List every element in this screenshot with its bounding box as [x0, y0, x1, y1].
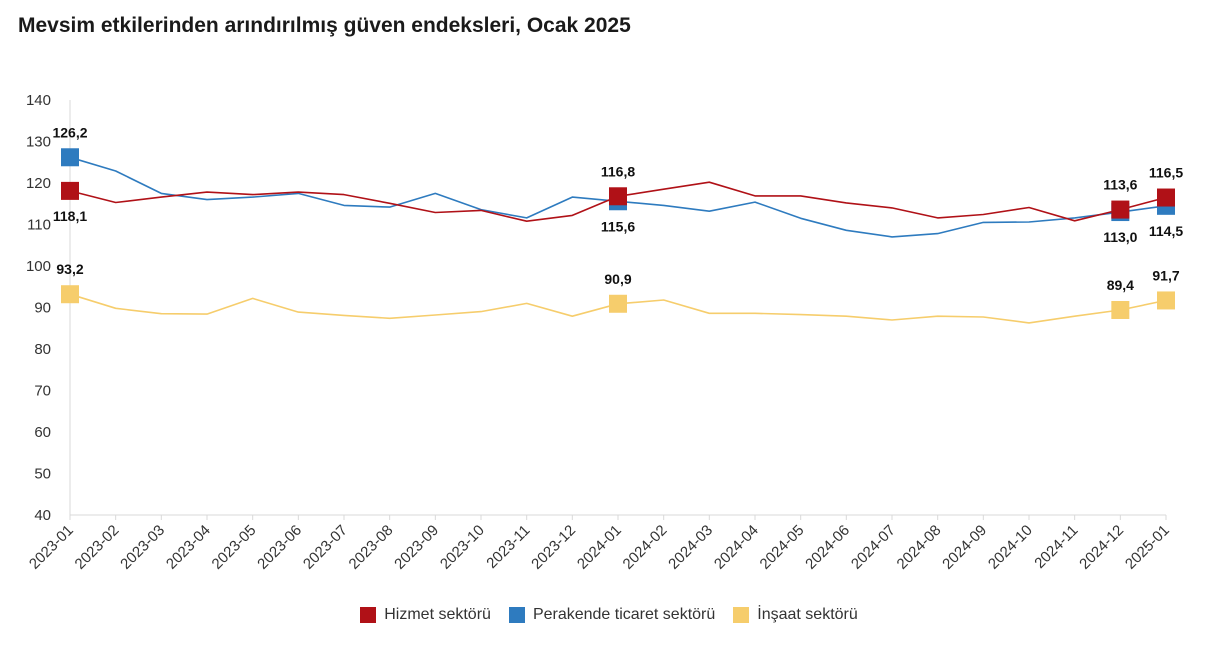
data-label: 89,4	[1107, 277, 1134, 293]
data-label: 90,9	[604, 271, 631, 287]
data-label: 114,5	[1149, 223, 1183, 239]
series-marker-0	[1157, 188, 1175, 207]
y-tick-label: 120	[26, 175, 51, 192]
x-tick-label: 2024-08	[894, 522, 945, 573]
series-marker-0	[1111, 200, 1130, 219]
data-label: 116,5	[1149, 165, 1183, 181]
data-label: 91,7	[1152, 267, 1179, 283]
y-tick-label: 70	[34, 383, 51, 400]
y-tick-label: 50	[34, 466, 51, 483]
legend-label: İnşaat sektörü	[757, 606, 858, 623]
series-marker-2	[1157, 291, 1175, 310]
x-tick-label: 2023-11	[483, 522, 533, 572]
x-tick-label: 2023-03	[117, 522, 168, 573]
x-tick-label: 2023-06	[254, 522, 305, 573]
y-tick-label: 60	[34, 424, 51, 441]
data-label: 93,2	[56, 261, 83, 277]
x-tick-label: 2025-01	[1122, 522, 1173, 573]
series-marker-0	[609, 187, 627, 206]
legend-swatch	[733, 607, 750, 623]
data-label: 116,8	[601, 163, 635, 179]
x-tick-label: 2023-05	[209, 522, 260, 573]
x-tick-label: 2024-06	[802, 522, 853, 573]
legend-item[interactable]: İnşaat sektörü	[733, 606, 858, 624]
data-label: 115,6	[601, 218, 635, 234]
x-tick-label: 2024-04	[711, 522, 762, 573]
x-tick-label: 2024-12	[1076, 522, 1127, 573]
legend-swatch	[508, 607, 525, 623]
line-chart: 1401301201101009080706050402023-012023-0…	[26, 92, 1183, 573]
y-tick-label: 90	[34, 300, 51, 317]
y-tick-label: 110	[27, 217, 51, 234]
series-marker-1	[61, 148, 79, 167]
x-tick-label: 2023-01	[26, 522, 77, 573]
y-tick-label: 130	[26, 134, 51, 151]
legend-label: Hizmet sektörü	[384, 606, 491, 623]
y-tick-label: 80	[34, 341, 51, 358]
legend-item[interactable]: Hizmet sektörü	[360, 606, 491, 624]
legend: Hizmet sektörü Perakende ticaret sektörü İ…	[0, 606, 1218, 624]
x-tick-label: 2024-05	[757, 522, 808, 573]
x-tick-label: 2023-08	[346, 522, 397, 573]
x-tick-label: 2023-10	[437, 522, 488, 573]
legend-swatch	[360, 607, 377, 623]
y-tick-label: 100	[26, 258, 51, 275]
x-tick-label: 2024-09	[939, 522, 990, 573]
chart-title: Mevsim etkilerinden arındırılmış güven e…	[18, 14, 631, 37]
data-label: 126,2	[52, 124, 87, 140]
x-tick-label: 2024-10	[985, 522, 1036, 573]
series-marker-2	[1111, 300, 1130, 319]
x-tick-label: 2024-02	[620, 522, 671, 573]
legend-label: Perakende ticaret sektörü	[532, 606, 716, 623]
x-tick-label: 2024-07	[848, 522, 899, 573]
x-tick-label: 2023-04	[163, 522, 214, 573]
x-tick-label: 2024-03	[665, 522, 716, 573]
data-label: 113,6	[1103, 177, 1137, 193]
x-tick-label: 2023-09	[391, 522, 442, 573]
y-tick-label: 40	[34, 507, 51, 524]
series-marker-2	[61, 285, 79, 304]
x-tick-label: 2024-01	[574, 522, 625, 573]
x-tick-label: 2023-12	[528, 522, 579, 573]
x-tick-label: 2023-02	[72, 522, 123, 573]
legend-item[interactable]: Perakende ticaret sektörü	[508, 606, 716, 624]
series-marker-2	[609, 294, 627, 313]
y-tick-label: 140	[26, 92, 51, 109]
data-label: 113,0	[1103, 229, 1137, 245]
x-tick-label: 2023-07	[300, 522, 351, 573]
series-marker-0	[61, 181, 79, 200]
x-tick-label: 2024-11	[1031, 522, 1081, 572]
data-label: 118,1	[53, 208, 87, 224]
